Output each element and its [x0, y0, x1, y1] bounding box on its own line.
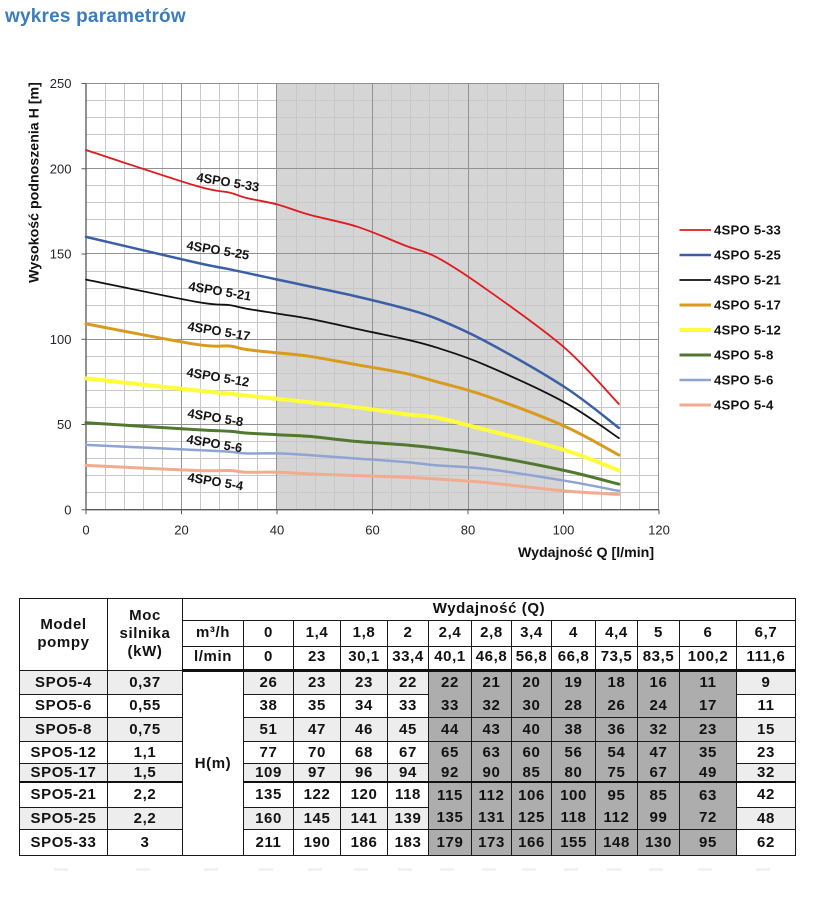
- svg-text:4SPO 5-25: 4SPO 5-25: [186, 237, 251, 262]
- svg-text:4SPO 5-33: 4SPO 5-33: [714, 223, 781, 238]
- svg-text:4SPO 5-33: 4SPO 5-33: [196, 169, 261, 194]
- svg-text:4SPO 5-4: 4SPO 5-4: [187, 469, 246, 493]
- svg-text:150: 150: [50, 247, 72, 262]
- svg-text:4SPO 5-12: 4SPO 5-12: [714, 323, 781, 338]
- svg-text:4SPO 5-8: 4SPO 5-8: [714, 348, 774, 363]
- svg-text:250: 250: [50, 76, 72, 91]
- svg-text:4SPO 5-6: 4SPO 5-6: [714, 373, 774, 388]
- svg-text:20: 20: [174, 523, 188, 538]
- svg-text:60: 60: [365, 523, 379, 538]
- svg-text:4SPO 5-21: 4SPO 5-21: [714, 273, 781, 288]
- svg-text:Wydajność Q [l/min]: Wydajność Q [l/min]: [518, 545, 654, 561]
- svg-text:40: 40: [270, 523, 284, 538]
- svg-text:50: 50: [57, 417, 71, 432]
- svg-text:4SPO 5-12: 4SPO 5-12: [186, 364, 251, 389]
- svg-text:4SPO 5-25: 4SPO 5-25: [714, 248, 781, 263]
- svg-text:80: 80: [461, 523, 475, 538]
- svg-text:120: 120: [648, 523, 670, 538]
- svg-text:4SPO 5-4: 4SPO 5-4: [714, 398, 774, 413]
- svg-text:0: 0: [82, 523, 89, 538]
- svg-text:4SPO 5-8: 4SPO 5-8: [187, 405, 245, 429]
- svg-text:200: 200: [50, 161, 72, 176]
- svg-text:Wysokość podnoszenia H [m]: Wysokość podnoszenia H [m]: [27, 82, 43, 283]
- svg-text:100: 100: [50, 332, 72, 347]
- svg-text:0: 0: [64, 502, 71, 517]
- svg-text:100: 100: [553, 523, 575, 538]
- svg-text:4SPO 5-17: 4SPO 5-17: [714, 298, 781, 313]
